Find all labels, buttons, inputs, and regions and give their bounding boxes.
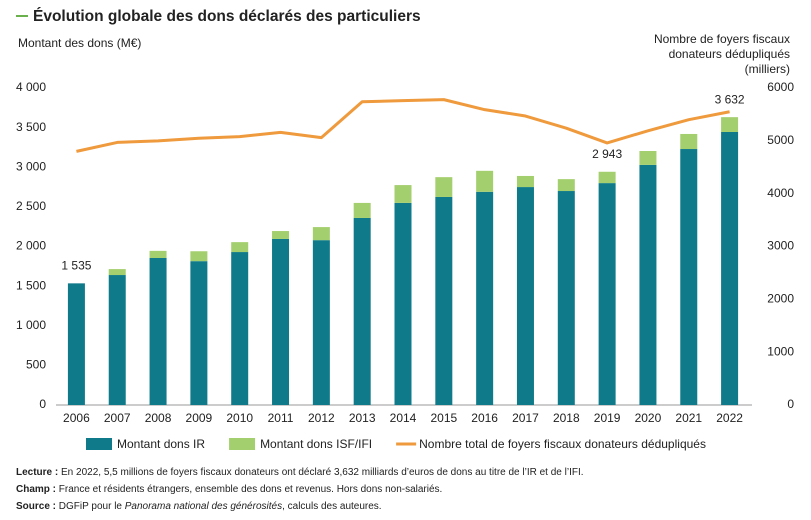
y-tick-label: 2 500: [16, 199, 46, 213]
y-tick-label: 1 500: [16, 278, 46, 292]
x-tick-label: 2017: [512, 411, 539, 425]
x-tick-label: 2019: [594, 411, 621, 425]
footnote-text: En 2022, 5,5 millions de foyers fiscaux …: [61, 467, 584, 478]
bar-segment: [312, 240, 330, 405]
bar-segment: [680, 133, 698, 150]
legend-label: Montant dons ISF/IFI: [260, 437, 372, 451]
bar-segment: [394, 202, 412, 405]
y2-axis-title: Nombre de foyers fiscaux: [654, 32, 790, 46]
footnote: Lecture : En 2022, 5,5 millions de foyer…: [16, 467, 584, 478]
bar-segment: [639, 151, 657, 165]
bar-segment: [108, 275, 126, 405]
line: [76, 98, 730, 153]
y-tick-label: 2 000: [16, 239, 46, 253]
chart-title: Évolution globale des dons déclarés des …: [33, 8, 421, 25]
bar-segment: [598, 171, 616, 184]
bar-segment: [312, 227, 330, 241]
bar-segment: [557, 179, 575, 192]
data-label: 1 535: [61, 259, 91, 273]
bar-segment: [516, 187, 534, 405]
bar-segment: [190, 261, 208, 405]
y-tick-label: 1 000: [16, 318, 46, 332]
x-tick-label: 2014: [390, 411, 417, 425]
footnote-label: Lecture :: [16, 467, 58, 478]
y-tick-label: 4 000: [16, 80, 46, 94]
footnote-text: , calculs des auteures.: [282, 501, 382, 512]
bar-segment: [394, 185, 412, 203]
legend-item: Montant dons ISF/IFI: [229, 437, 372, 451]
y-axis-title: Montant des dons (M€): [18, 36, 141, 50]
bar-segment: [476, 191, 494, 405]
y2-tick-label: 0: [787, 397, 794, 411]
y-tick-label: 3 500: [16, 120, 46, 134]
bar-segment: [435, 177, 453, 197]
x-tick-label: 2011: [268, 411, 294, 425]
footnote-text: DGFiP pour le: [59, 501, 125, 512]
footnote: Champ : France et résidents étrangers, e…: [16, 484, 442, 495]
footnote-text: Panorama national des générosités: [125, 501, 282, 512]
legend-label: Nombre total de foyers fiscaux donateurs…: [419, 437, 706, 451]
y2-tick-label: 1000: [767, 344, 794, 358]
y2-tick-label: 5000: [767, 133, 794, 147]
x-tick-label: 2012: [308, 411, 335, 425]
bar-segment: [108, 269, 126, 276]
x-tick-label: 2009: [186, 411, 213, 425]
footnote-label: Champ :: [16, 484, 56, 495]
legend-item: Nombre total de foyers fiscaux donateurs…: [396, 437, 706, 451]
x-tick-label: 2021: [675, 411, 702, 425]
y-tick-label: 500: [26, 358, 46, 372]
bar-segment: [721, 117, 739, 132]
x-tick-label: 2007: [104, 411, 131, 425]
footnote-text: France et résidents étrangers, ensemble …: [59, 484, 443, 495]
y-tick-label: 0: [39, 397, 46, 411]
x-tick-label: 2008: [145, 411, 172, 425]
data-label: 2 943: [592, 147, 622, 161]
bar-segment: [67, 283, 85, 405]
x-tick-label: 2016: [471, 411, 498, 425]
legend-label: Montant dons IR: [117, 437, 205, 451]
bar-segment: [272, 231, 290, 239]
bar-segment: [721, 131, 739, 405]
bar-segment: [231, 252, 249, 405]
bar-segment: [516, 175, 534, 188]
bar-segment: [353, 202, 371, 218]
x-tick-label: 2020: [635, 411, 662, 425]
legend-swatch: [86, 438, 112, 450]
bar-segment: [680, 149, 698, 405]
y2-tick-label: 4000: [767, 186, 794, 200]
bar-segment: [353, 217, 371, 405]
legend-item: Montant dons IR: [86, 437, 205, 451]
bar-segment: [557, 191, 575, 405]
legend-swatch: [229, 438, 256, 450]
y2-tick-label: 2000: [767, 292, 794, 306]
bar-segment: [149, 250, 167, 258]
bar-segment: [190, 251, 208, 262]
x-tick-label: 2022: [716, 411, 743, 425]
bar-segment: [435, 196, 453, 405]
y2-axis-title: (milliers): [745, 62, 790, 76]
x-tick-label: 2018: [553, 411, 580, 425]
bar-segment: [272, 238, 290, 405]
bar-segment: [149, 257, 167, 405]
x-tick-label: 2006: [63, 411, 90, 425]
x-tick-label: 2013: [349, 411, 376, 425]
y2-axis-title: donateurs dédupliqués: [669, 47, 790, 61]
y2-tick-label: 3000: [767, 239, 794, 253]
x-tick-label: 2015: [430, 411, 457, 425]
bar-segment: [476, 170, 494, 192]
footnote: Source : DGFiP pour le Panorama national…: [16, 501, 382, 512]
y-tick-label: 3 000: [16, 159, 46, 173]
y2-tick-label: 6000: [767, 80, 794, 94]
footnote-label: Source :: [16, 501, 56, 512]
bar-segment: [639, 164, 657, 405]
x-tick-label: 2010: [226, 411, 253, 425]
data-label: 3 632: [715, 92, 745, 106]
bar-segment: [231, 242, 249, 253]
bar-segment: [598, 183, 616, 405]
